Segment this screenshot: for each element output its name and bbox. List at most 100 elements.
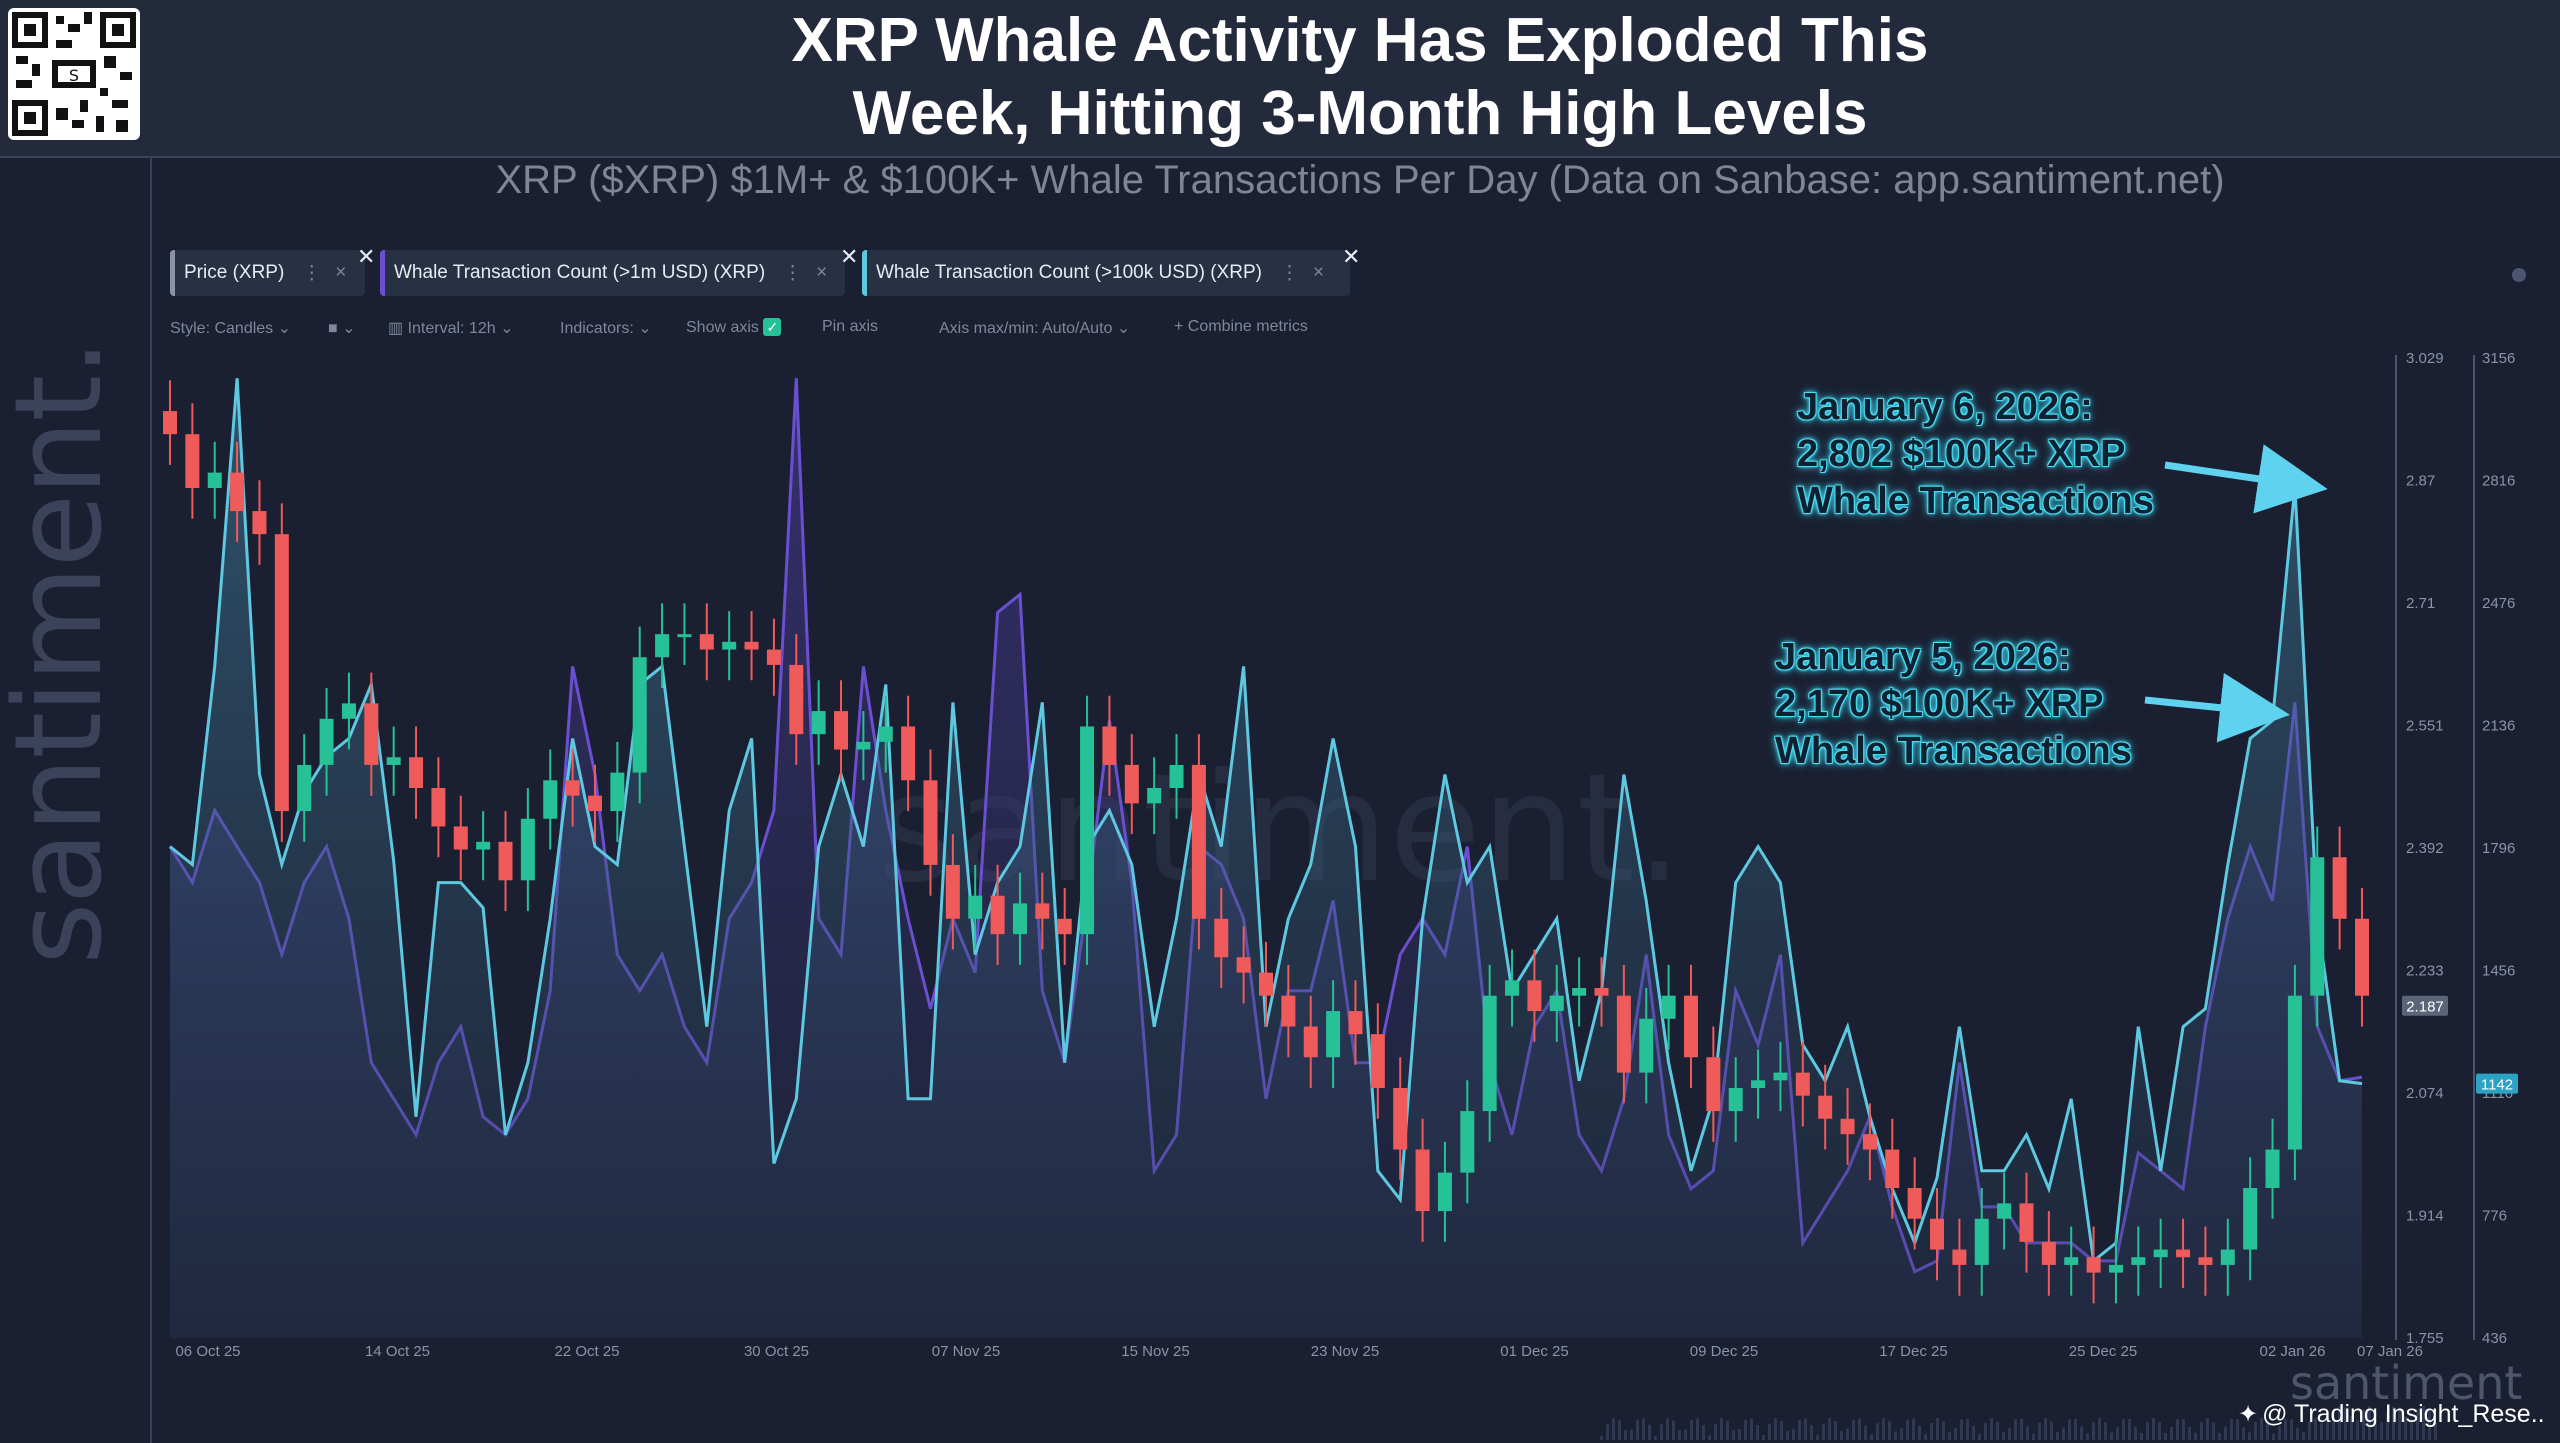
price-candles	[163, 380, 2369, 1304]
volume-bar	[1882, 1418, 1885, 1440]
x-tick-label: 15 Nov 25	[1121, 1343, 1189, 1360]
candle-body	[1818, 1095, 1833, 1119]
volume-bar	[1930, 1423, 1933, 1440]
more-vertical-icon[interactable]: ⋮	[302, 262, 322, 284]
volume-bar	[2068, 1419, 2071, 1440]
candle-body	[901, 726, 916, 781]
left-divider	[150, 156, 152, 1443]
axis-minmax-dropdown[interactable]: Axis max/min: Auto/Auto ⌄	[939, 320, 1131, 337]
credit: ✦ @ Trading Insight_Rese..	[2238, 1400, 2545, 1429]
count-axis-ticks: 3156281624762136179614561116776436	[2482, 350, 2515, 1347]
candle-body	[811, 711, 826, 735]
volume-bar	[2206, 1418, 2209, 1440]
volume-bar	[1990, 1418, 1993, 1440]
checkbox-checked-icon[interactable]: ✓	[763, 318, 782, 336]
volume-bar	[1654, 1435, 1657, 1440]
volume-bar	[1714, 1423, 1717, 1440]
volume-bar	[2014, 1419, 2017, 1440]
candle-body	[476, 841, 491, 850]
volume-bar	[2212, 1422, 2215, 1440]
candle-body	[431, 788, 446, 827]
candle-body	[1124, 764, 1139, 804]
candle-body	[1303, 1026, 1318, 1058]
volume-bar	[2284, 1418, 2287, 1440]
style-dropdown[interactable]: Style: Candles ⌄	[170, 320, 292, 337]
candle-body	[789, 664, 804, 735]
volume-bar	[1672, 1420, 1675, 1440]
candle-body	[2108, 1264, 2123, 1273]
qr-code: S	[8, 8, 140, 140]
remove-metric-icon[interactable]: ✕	[840, 244, 859, 269]
interval-dropdown[interactable]: ▥ Interval: 12h ⌄	[388, 320, 514, 337]
candle-body	[2220, 1249, 2235, 1265]
volume-bar	[1636, 1420, 1639, 1440]
count-tick-label: 1456	[2482, 963, 2515, 980]
metric-tab-label: Whale Transaction Count (>1m USD) (XRP)	[394, 262, 766, 283]
candle-body	[1326, 1011, 1341, 1058]
combine-metrics-button[interactable]: + Combine metrics	[1174, 318, 1308, 336]
volume-bar	[2110, 1432, 2113, 1440]
remove-metric-icon[interactable]: ✕	[357, 244, 376, 269]
count-tick-label: 2816	[2482, 473, 2515, 490]
volume-bar	[2266, 1422, 2269, 1440]
volume-bar	[1984, 1422, 1987, 1440]
candle-body	[1080, 726, 1095, 935]
annotation-line: Whale Transactions	[1797, 480, 2154, 522]
volume-bar	[1936, 1418, 1939, 1440]
pin-axis-toggle[interactable]: Pin axis	[822, 318, 879, 335]
candle-body	[1773, 1072, 1788, 1081]
candle-body	[2287, 995, 2302, 1150]
svg-text:S: S	[69, 66, 79, 85]
volume-bar	[2338, 1406, 2341, 1440]
volume-bar	[2050, 1421, 2053, 1440]
x-axis-ticks: 06 Oct 25 14 Oct 25 22 Oct 25 30 Oct 25 07 N…	[175, 1343, 2422, 1360]
volume-bar	[1888, 1421, 1891, 1440]
candle-body	[1370, 1034, 1385, 1088]
candle-body	[1930, 1218, 1945, 1250]
more-vertical-icon[interactable]: ⋮	[1279, 262, 1299, 284]
settings-dot-icon[interactable]	[2512, 268, 2526, 282]
show-axis-toggle[interactable]: Show axis ✓	[686, 318, 782, 337]
volume-bar	[1924, 1434, 1927, 1440]
remove-metric-icon[interactable]: ✕	[1342, 244, 1361, 269]
more-vertical-icon[interactable]: ⋮	[783, 262, 803, 284]
volume-bar	[1918, 1425, 1921, 1440]
volume-bar	[2428, 1411, 2431, 1440]
x-tick-label: 06 Oct 25	[175, 1343, 240, 1360]
volume-bar	[2362, 1409, 2365, 1440]
price-tick-label: 2.074	[2406, 1085, 2444, 1102]
candle-body	[923, 780, 938, 865]
count-tick-label: 2136	[2482, 718, 2515, 735]
volume-bar	[2026, 1426, 2029, 1440]
candle-body	[1840, 1118, 1855, 1135]
candle-body	[319, 718, 334, 765]
color-picker[interactable]: ■ ⌄	[328, 320, 356, 337]
candle-body	[1102, 726, 1117, 765]
x-tick-label: 09 Dec 25	[1690, 1343, 1758, 1360]
candle-body	[297, 764, 312, 812]
volume-bar	[1978, 1433, 1981, 1440]
metric-tab-price[interactable]: Price (XRP) ⋮ ×	[170, 250, 365, 296]
calendar-icon: ▥	[388, 320, 404, 337]
volume-bar	[1870, 1434, 1873, 1440]
price-current-badge	[2402, 995, 2448, 1016]
candle-body	[1527, 980, 1542, 1012]
volume-bar	[1996, 1421, 1999, 1440]
candle-body	[185, 434, 200, 488]
candle-body	[699, 634, 714, 650]
volume-bar	[1702, 1424, 1705, 1440]
volume-bar	[1618, 1420, 1621, 1440]
volume-bar	[1720, 1418, 1723, 1440]
volume-bar	[2134, 1426, 2137, 1440]
metric-tab-whale-1m[interactable]: Whale Transaction Count (>1m USD) (XRP) …	[380, 250, 845, 296]
metric-tab-whale-100k[interactable]: Whale Transaction Count (>100k USD) (XRP…	[862, 250, 1350, 296]
volume-bar	[2434, 1422, 2437, 1440]
volume-bar	[1642, 1418, 1645, 1440]
indicators-dropdown[interactable]: Indicators: ⌄	[560, 320, 652, 337]
close-icon[interactable]: ×	[816, 262, 828, 283]
close-icon[interactable]: ×	[1312, 262, 1325, 283]
indicators-label: Indicators:	[560, 320, 634, 337]
candle-body	[1594, 988, 1609, 996]
close-icon[interactable]: ×	[335, 262, 347, 283]
